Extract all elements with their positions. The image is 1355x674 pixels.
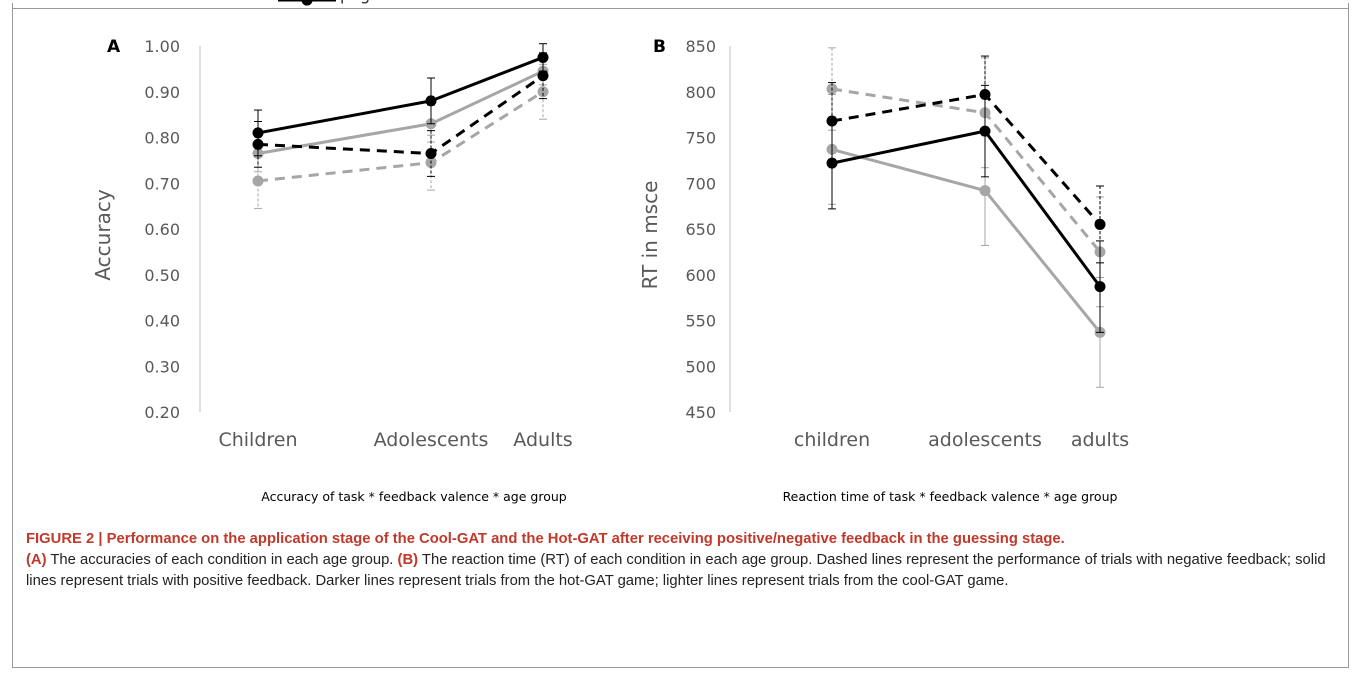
y-tick-label: 700 [685,174,716,193]
y-tick-label: 750 [685,129,716,148]
y-tick-label: 0.20 [144,403,180,422]
legend-label: positive FB in cool-GAT [340,0,524,4]
legend-label: positive FB in hot-GAT [340,0,517,4]
data-point [252,127,264,139]
y-tick-label: 600 [685,266,716,285]
y-tick-label: 500 [685,357,716,376]
x-tick-label: children [794,429,870,451]
series-line [831,147,1102,334]
figure-charts: A 0.20 0.30 0.40 0.50 0.60 0.70 0.80 0.90 1.00 Acc… [91,0,1129,504]
y-tick-label: 0.60 [144,220,180,239]
data-point [537,70,549,82]
y-tick-label: 800 [685,83,716,102]
legend-swatch-marker [301,0,313,6]
panel-label: A [107,37,121,57]
y-tick-label: 0.50 [144,266,180,285]
legend-label: negative FB in cool-GAT [340,0,531,4]
data-point [537,86,549,98]
legend-label: negative FB in hot-GAT [340,0,525,4]
figure-caption: FIGURE 2 | Performance on the applicatio… [26,529,1336,592]
chart-title: Reaction time of task * feedback valence… [783,489,1118,504]
data-point [252,175,264,187]
x-tick-label: adults [1071,429,1129,451]
caption-ref-a: (A) [26,552,47,568]
series-line [257,56,544,135]
y-tick-label: 850 [685,37,716,56]
y-tick-label: 1.00 [144,37,180,56]
chart-title: Accuracy of task * feedback valence * ag… [261,489,566,504]
y-tick-label: 650 [685,220,716,239]
data-point [1094,218,1106,230]
caption-heading: FIGURE 2 | Performance on the applicatio… [26,531,1065,547]
y-tick-label: 450 [685,403,716,422]
data-point [979,125,991,137]
caption-text-a: The accuracies of each condition in each… [46,552,398,568]
y-axis-label: RT in msce [638,181,662,290]
y-tick-label: 0.30 [144,357,180,376]
data-point [826,157,838,169]
series-line [257,74,544,156]
y-axis-label: Accuracy [91,189,115,280]
y-tick-label: 0.40 [144,312,180,331]
y-tick-label: 0.80 [144,129,180,148]
figure-top-rule [12,8,1349,9]
caption-ref-b: (B) [397,552,419,568]
data-point [425,148,437,160]
y-tick-label: 0.70 [144,174,180,193]
y-tick-label: 0.90 [144,83,180,102]
x-tick-label: Adolescents [374,429,489,451]
data-point [537,51,549,63]
caption-text-b: The reaction time (RT) of each condition… [26,552,1326,589]
series-line [831,129,1102,288]
chart-panel-b: B 450 500 550 600 650 700 750 800 850 RT in msce ch… [638,37,1129,504]
data-point [1094,281,1106,293]
x-tick-label: adolescents [928,429,1042,451]
x-tick-label: Children [218,429,297,451]
y-tick-label: 550 [685,312,716,331]
data-point [425,95,437,107]
figure-frame [12,3,1349,668]
data-point [979,185,991,197]
x-tick-label: Adults [513,429,572,451]
series-line [257,69,544,155]
panel-label: B [653,37,666,57]
chart-panel-a: A 0.20 0.30 0.40 0.50 0.60 0.70 0.80 0.90 1.00 Acc… [91,0,573,504]
